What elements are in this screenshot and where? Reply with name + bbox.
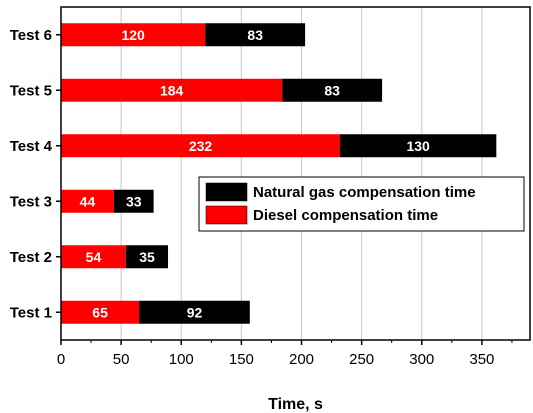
bar-value-label: 232 [189,138,213,154]
bar-diesel [61,78,283,102]
category-label: Test 1 [10,304,52,321]
bar-natural-gas [113,189,154,213]
legend: Natural gas compensation time Diesel comp… [198,176,525,232]
bar-natural-gas [282,78,383,102]
bar-value-label: 120 [121,27,145,43]
x-tick-label: 200 [289,351,314,368]
bar-natural-gas [125,245,169,269]
grid-lines [120,7,483,340]
bar-value-label: 130 [406,138,430,154]
x-axis: 0 50 100 150 200 250 300 350 [57,340,513,368]
bar-value-label: 83 [324,82,340,98]
x-tick-label: 250 [349,351,374,368]
bar-natural-gas [139,300,250,324]
x-tick-label: 350 [469,351,494,368]
bar-diesel [61,189,114,213]
bar-value-label: 65 [92,304,108,320]
bars: 65 92 54 35 44 33 232 130 184 83 120 83 [61,23,497,324]
bar-value-label: 33 [126,193,142,209]
bar-value-label: 92 [187,304,203,320]
category-label: Test 4 [10,138,53,155]
legend-box [198,176,525,232]
category-label: Test 6 [10,27,52,44]
x-tick-label: 50 [113,351,130,368]
bar-value-label: 54 [86,249,102,265]
y-axis: Test 1 Test 2 Test 3 Test 4 Test 5 Test 6 [10,27,61,321]
x-tick-label: 300 [409,351,434,368]
bar-value-label: 83 [247,27,263,43]
legend-swatch [205,182,248,202]
x-axis-title: Time, s [268,396,323,413]
bar-natural-gas [205,23,306,47]
plot-frame [60,6,531,341]
category-label: Test 2 [10,249,52,266]
x-tick-label: 0 [57,351,65,368]
category-label: Test 5 [10,82,52,99]
bar-natural-gas [339,134,497,158]
bar-diesel [61,300,140,324]
bar-value-label: 44 [80,193,96,209]
bar-diesel [61,23,206,47]
category-label: Test 3 [10,193,52,210]
bar-diesel [61,134,340,158]
legend-label: Diesel compensation time [253,207,438,224]
legend-label: Natural gas compensation time [253,184,476,201]
bar-value-label: 184 [160,82,184,98]
x-tick-label: 150 [229,351,254,368]
legend-swatch [205,205,248,225]
bar-value-label: 35 [139,249,155,265]
bar-diesel [61,245,126,269]
x-tick-label: 100 [169,351,194,368]
